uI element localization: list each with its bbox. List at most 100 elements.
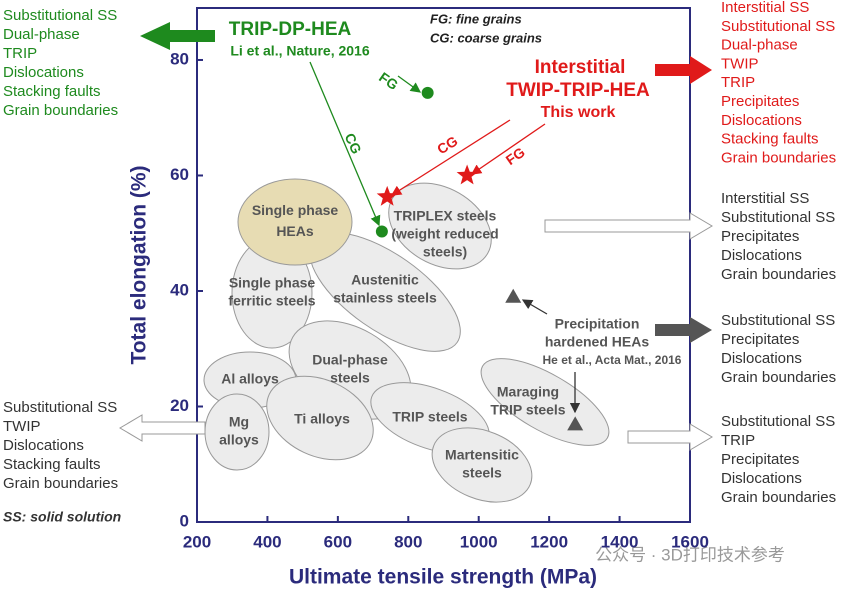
side-list-item: Substitutional SS [721, 209, 835, 226]
side-list-item: Dislocations [3, 64, 84, 81]
x-tick-label: 1400 [601, 532, 639, 551]
annotation: hardened HEAs [545, 334, 649, 350]
region [388, 182, 492, 270]
region-label: Single phase [229, 275, 316, 291]
side-list-item: Precipitates [721, 93, 799, 110]
side-list-item: TRIP [721, 74, 755, 91]
region-label: steels [330, 370, 370, 386]
annotation: Precipitation [555, 316, 640, 332]
annotation: SS: solid solution [3, 509, 121, 525]
side-list-item: Dual-phase [3, 26, 80, 43]
x-tick-label: 400 [253, 532, 281, 551]
region-label: Dual-phase [312, 352, 388, 368]
annotation: He et al., Acta Mat., 2016 [543, 353, 682, 367]
side-list-item: Grain boundaries [3, 475, 118, 492]
region-label: steels [462, 465, 502, 481]
region-label: TRIP steels [490, 402, 565, 418]
point [375, 225, 388, 238]
side-list-item: Grain boundaries [721, 149, 836, 166]
region-label: (weight reduced [391, 226, 498, 242]
side-list-item: TWIP [721, 55, 759, 72]
side-list-item: Dislocations [721, 350, 802, 367]
side-list-item: Stacking faults [3, 456, 101, 473]
side-list-item: Substitutional SS [721, 413, 835, 430]
side-list-item: Substitutional SS [721, 312, 835, 329]
region-label: Maraging [497, 384, 559, 400]
region-label: Mg [229, 414, 249, 430]
x-tick-label: 200 [183, 532, 211, 551]
region [431, 427, 533, 503]
annotation: Li et al., Nature, 2016 [230, 43, 369, 59]
side-list-item: Substitutional SS [3, 7, 117, 24]
watermark: 公众号 · 3D打印技术参考 [595, 545, 785, 564]
region-label: stainless steels [333, 290, 437, 306]
side-list-item: Grain boundaries [721, 489, 836, 506]
side-list-item: Interstitial SS [721, 190, 809, 207]
y-tick-label: 20 [170, 396, 189, 415]
x-axis-title: Ultimate tensile strength (MPa) [289, 566, 597, 589]
side-list-item: Stacking faults [721, 131, 819, 148]
x-tick-label: 800 [394, 532, 422, 551]
side-list-item: Substitutional SS [721, 18, 835, 35]
side-list-item: Precipitates [721, 228, 799, 245]
side-list-item: Dislocations [721, 247, 802, 264]
region-label: steels) [423, 244, 467, 260]
x-tick-label: 1600 [671, 532, 709, 551]
point [421, 86, 434, 99]
side-list-item: Precipitates [721, 451, 799, 468]
region-label: Ti alloys [294, 411, 350, 427]
region-label: TRIPLEX steels [394, 208, 497, 224]
y-tick-label: 0 [180, 511, 189, 530]
annotation: TRIP-DP-HEA [229, 19, 352, 40]
annotation: Interstitial [535, 57, 626, 78]
block-arrows [119, 22, 713, 451]
y-axis-title: Total elongation (%) [128, 165, 151, 364]
point [505, 288, 522, 303]
annotation: TWIP-TRIP-HEA [506, 80, 650, 101]
annotation: FG [503, 144, 528, 168]
side-list-item: Dislocations [3, 437, 84, 454]
plot-frame [196, 7, 691, 523]
side-list-item: Grain boundaries [3, 102, 118, 119]
side-list-item: Grain boundaries [721, 266, 836, 283]
region-label: HEAs [276, 223, 314, 239]
region-label: TRIP steels [392, 409, 467, 425]
x-tick-label: 1200 [530, 532, 568, 551]
side-list-item: Dual-phase [721, 37, 798, 54]
point [376, 185, 398, 206]
region [266, 375, 374, 461]
annotation: FG: fine grains [430, 11, 522, 26]
y-tick-label: 80 [170, 49, 189, 68]
region-label: Single phase [252, 202, 339, 218]
point [456, 164, 478, 185]
side-list-item: TWIP [3, 418, 41, 435]
side-list-item: Grain boundaries [721, 369, 836, 386]
y-tick-label: 60 [170, 165, 189, 184]
annotation: FG [376, 69, 401, 93]
side-list-item: Stacking faults [3, 83, 101, 100]
region [237, 178, 353, 266]
side-list-item: TRIP [3, 45, 37, 62]
regions [203, 178, 610, 503]
x-tick-label: 1000 [460, 532, 498, 551]
region-label: Martensitic [445, 447, 519, 463]
side-list-item: Interstitial SS [721, 0, 809, 16]
side-list-item: TRIP [721, 432, 755, 449]
x-tick-label: 600 [324, 532, 352, 551]
region-label: Austenitic [351, 272, 419, 288]
region-label: alloys [219, 432, 259, 448]
annotation: This work [541, 104, 616, 121]
region-label: Al alloys [221, 371, 279, 387]
region-label: ferritic steels [228, 293, 315, 309]
side-list-item: Substitutional SS [3, 399, 117, 416]
arrows [309, 61, 581, 414]
annotation: CG: coarse grains [430, 30, 542, 45]
point [567, 416, 584, 431]
annotation: CG [341, 131, 364, 157]
side-list-item: Dislocations [721, 112, 802, 129]
y-tick-label: 40 [170, 280, 189, 299]
annotations: TRIP-DP-HEA Li et al., Nature, 2016 FG: … [3, 11, 682, 524]
side-list-item: Dislocations [721, 470, 802, 487]
side-list-item: Precipitates [721, 331, 799, 348]
